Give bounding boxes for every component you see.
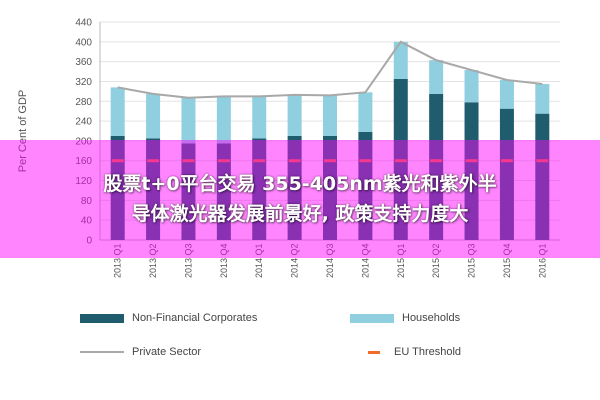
bar-non-financial-corporates-7 [358, 131, 373, 240]
bar-non-financial-corporates-3 [216, 143, 231, 240]
overlay-banner-line-1: 股票t+0平台交易 355-405nm紫光和紫外半 [103, 173, 497, 195]
legend-swatch-households [350, 313, 394, 323]
bar-households-7 [358, 92, 373, 132]
y-axis-title: Per Cent of GDP [17, 90, 29, 173]
private-sector-line [117, 40, 543, 99]
x-tick-label-10: 2015 Q3 [467, 243, 477, 278]
y-tick-label-160: 160 [75, 156, 92, 167]
bar-non-financial-corporates-10 [464, 102, 479, 240]
legend-swatch-private-sector [80, 351, 124, 353]
bar-households-0 [110, 87, 125, 136]
x-tick-label-1: 2013 Q2 [148, 243, 158, 278]
y-tick-label-440: 440 [75, 18, 92, 29]
bar-non-financial-corporates-11 [499, 108, 514, 240]
legend-swatch-eu-threshold [368, 350, 380, 354]
legend-item-households: Households [350, 312, 460, 324]
legend-label-eu-threshold: EU Threshold [394, 346, 462, 358]
bar-households-1 [146, 93, 161, 139]
y-tick-label-320: 320 [75, 77, 92, 88]
bar-non-financial-corporates-12 [535, 113, 550, 240]
bar-non-financial-corporates-1 [146, 138, 161, 240]
x-tick-label-0: 2013 Q1 [113, 243, 123, 278]
bar-households-5 [287, 94, 302, 136]
y-tick-label-200: 200 [75, 136, 92, 147]
bar-households-2 [181, 97, 196, 144]
bar-households-12 [535, 83, 550, 114]
bar-households-11 [499, 79, 514, 109]
legend-swatch-non-financial-corporates [80, 313, 124, 323]
bar-households-6 [323, 95, 337, 136]
y-tick-label-120: 120 [75, 176, 92, 187]
x-tick-label-8: 2015 Q1 [396, 243, 406, 278]
y-tick-label-0: 0 [86, 236, 92, 247]
x-tick-label-7: 2014 Q4 [360, 243, 370, 278]
legend-item-eu-threshold: EU Threshold [350, 346, 461, 358]
bar-non-financial-corporates-9 [429, 93, 444, 240]
bar-households-8 [393, 41, 408, 79]
chart-legend: Non-Financial Corporates Households Priv… [80, 312, 550, 372]
legend-label-households: Households [402, 312, 461, 324]
bar-households-10 [464, 70, 479, 103]
legend-item-non-financial-corporates: Non-Financial Corporates [80, 312, 257, 324]
y-tick-label-280: 280 [75, 97, 92, 108]
bar-non-financial-corporates-2 [181, 143, 196, 240]
x-tick-label-2: 2013 Q3 [183, 243, 193, 278]
x-tick-label-4: 2014 Q1 [254, 243, 264, 278]
y-tick-label-80: 80 [81, 196, 93, 207]
y-tick-label-40: 40 [81, 216, 93, 227]
bar-non-financial-corporates-4 [252, 138, 267, 240]
x-tick-label-11: 2015 Q4 [502, 243, 512, 278]
chart-plot: 0 40 80 120 160 200 240 280 320 360 400 440 Per Cent… [17, 18, 560, 278]
x-tick-label-5: 2014 Q2 [290, 243, 300, 278]
y-tick-label-240: 240 [75, 117, 92, 128]
x-tick-label-3: 2013 Q4 [219, 243, 229, 278]
y-tick-label-400: 400 [75, 37, 92, 48]
legend-label-non-financial-corporates: Non-Financial Corporates [132, 312, 258, 324]
x-tick-label-12: 2016 Q1 [537, 243, 547, 278]
legend-item-private-sector: Private Sector [80, 346, 201, 358]
bar-households-9 [429, 60, 444, 94]
overlay-banner: 股票t+0平台交易 355-405nm紫光和紫外半 导体激光器发展前景好, 政策… [0, 140, 600, 258]
bar-households-4 [252, 96, 267, 139]
y-tick-label-360: 360 [75, 57, 92, 68]
overlay-banner-line-2: 导体激光器发展前景好, 政策支持力度大 [131, 203, 469, 225]
legend-label-private-sector: Private Sector [132, 346, 202, 358]
x-tick-label-6: 2014 Q3 [325, 243, 335, 278]
x-tick-label-9: 2015 Q2 [431, 243, 441, 278]
bar-households-3 [216, 96, 231, 144]
